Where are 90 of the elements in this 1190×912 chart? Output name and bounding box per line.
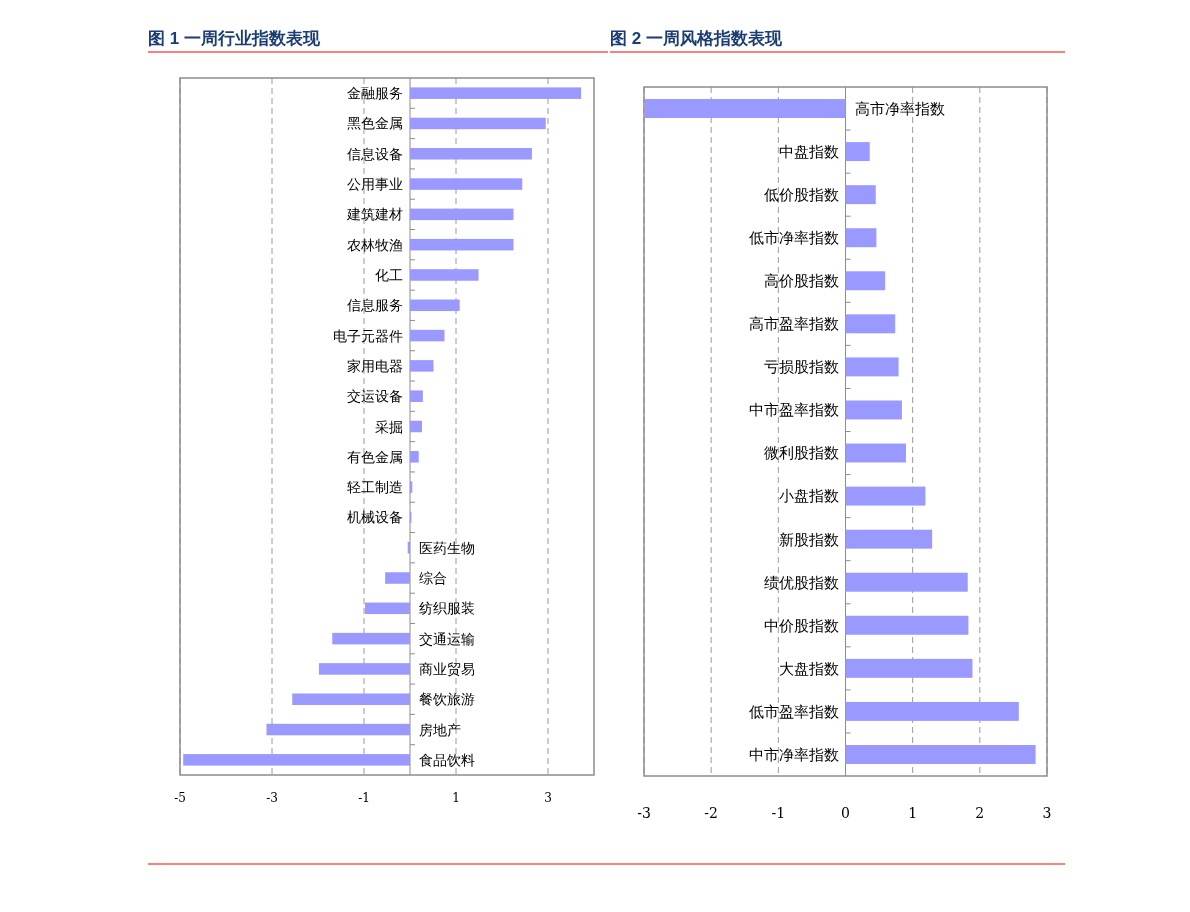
y-tick-label: 高市净率指数 [854,99,945,118]
bar [845,142,870,162]
y-tick-label: 亏损股指数 [763,358,839,377]
y-tick-label: 中市净率指数 [748,745,839,764]
x-tick-label: 3 [544,791,552,805]
x-tick-label: 0 [841,805,850,821]
y-tick-label: 微利股指数 [763,444,839,463]
y-tick-label: 新股指数 [778,530,839,549]
bar [845,658,973,678]
x-tick-label: -3 [266,791,278,805]
bar [845,701,1019,721]
y-tick-label: 有色金属 [347,448,403,465]
y-tick-label: 机械设备 [347,509,403,526]
y-tick-label: 高价股指数 [763,272,839,291]
bar [183,754,410,766]
bar [644,99,846,119]
y-tick-label: 交通运输 [419,630,475,647]
bar [845,400,902,420]
y-tick-label: 交运设备 [347,388,403,405]
y-tick-label: 金融服务 [347,85,403,102]
y-tick-label: 食品饮料 [419,751,475,768]
bar [410,178,523,190]
bar [845,529,933,549]
x-tick-label: 3 [1042,805,1052,821]
y-tick-label: 低市盈率指数 [748,702,839,721]
x-tick-label: -1 [358,791,370,805]
y-tick-label: 电子元器件 [333,327,403,344]
bar [410,117,546,130]
bar [318,663,410,675]
bar [845,443,906,463]
y-tick-label: 餐饮旅游 [419,691,475,708]
y-tick-label: 高市盈率指数 [748,315,839,334]
bar [410,360,434,372]
y-tick-label: 中盘指数 [778,142,839,161]
y-tick-label: 采掘 [375,418,403,435]
bar [845,572,968,592]
bar [364,602,410,615]
title: 图 2 一周风格指数表现 [610,29,782,48]
bar [410,269,479,281]
bar [410,238,514,251]
bar [410,420,422,433]
y-tick-label: 轻工制造 [347,479,403,496]
bar [266,723,410,736]
x-tick-label: 2 [975,805,985,821]
bar [410,87,582,99]
bar [332,632,410,645]
bar [845,271,886,291]
y-tick-label: 中价股指数 [763,616,839,635]
y-tick-label: 公用事业 [347,176,403,193]
title: 图 1 一周行业指数表现 [148,29,320,48]
x-tick-label: -1 [771,805,786,821]
y-tick-label: 信息设备 [347,145,403,162]
bar [385,572,410,584]
y-tick-label: 化工 [375,267,403,284]
y-tick-label: 大盘指数 [778,659,839,678]
bar [410,329,445,342]
bar [410,481,413,493]
y-tick-label: 低价股指数 [763,186,839,205]
y-tick-label: 中市盈率指数 [748,401,839,420]
x-tick-label: 1 [452,791,460,805]
bar [845,745,1036,764]
y-tick-label: 医药生物 [419,539,475,556]
bar [292,693,410,705]
y-tick-label: 综合 [419,570,447,587]
y-tick-label: 绩优股指数 [763,573,839,592]
y-tick-label: 商业贸易 [419,660,475,677]
y-tick-label: 信息服务 [347,297,403,314]
bar [845,357,899,377]
bar [410,390,423,402]
bar [845,615,969,635]
bar [845,185,876,205]
y-tick-label: 建筑建材 [346,206,403,223]
y-tick-label: 农林牧渔 [347,236,403,253]
y-tick-label: 家用电器 [347,357,403,374]
x-tick-label: -2 [704,805,718,821]
y-tick-label: 纺织服装 [419,600,475,617]
x-tick-label: -5 [174,791,186,805]
y-tick-label: 小盘指数 [778,487,839,506]
y-tick-label: 低市净率指数 [748,229,839,248]
bar [845,486,926,506]
bar [410,148,532,160]
y-tick-label: 房地产 [419,721,461,738]
bar [410,208,514,221]
bar [845,314,896,334]
y-tick-label: 黑色金属 [347,115,403,132]
x-tick-label: -3 [637,805,651,821]
bar [845,228,877,248]
x-tick-label: 1 [908,805,918,821]
bar [410,299,460,312]
bar [410,451,419,463]
